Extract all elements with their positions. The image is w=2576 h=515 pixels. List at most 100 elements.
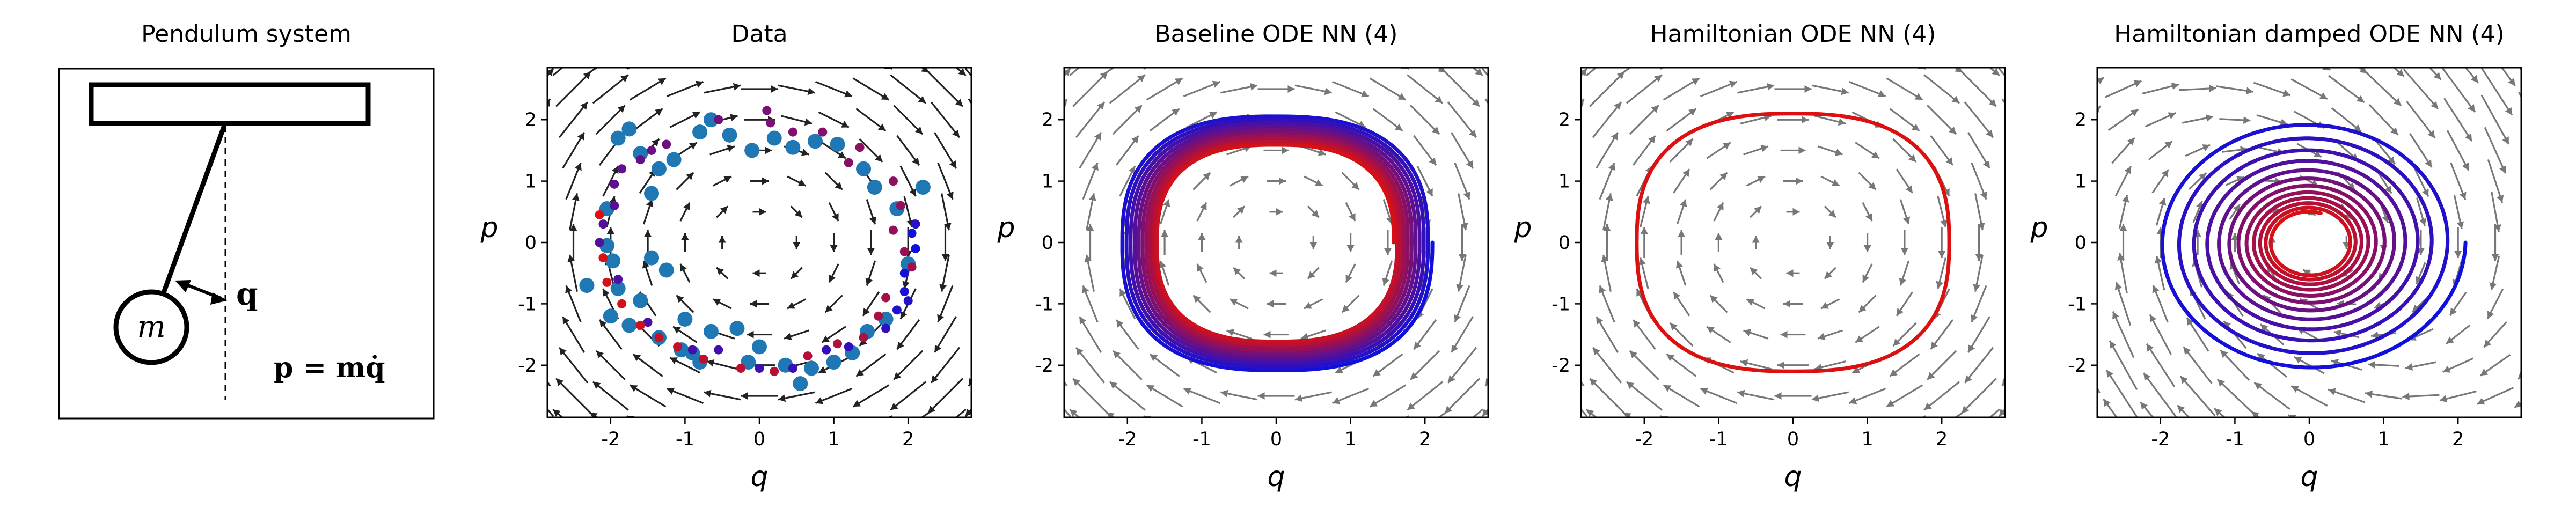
vector-arrow-head: [686, 172, 694, 180]
vector-arrow-head: [747, 330, 754, 339]
vector-arrow-head: [2319, 92, 2328, 99]
vector-arrow-head: [1614, 102, 1621, 110]
chart-title: Hamiltonian damped ODE NN (4): [2114, 20, 2505, 48]
trajectory-segment: [1642, 297, 1836, 373]
trajectory-segment: [2264, 210, 2290, 257]
observation-point: [766, 130, 782, 146]
vector-arrow-head: [1346, 245, 1355, 252]
vector-arrow-head: [832, 213, 839, 222]
vector-arrow-shaft: [2428, 68, 2442, 80]
vector-arrow-shaft: [2480, 94, 2510, 145]
vector-arrow-head: [2365, 390, 2373, 398]
vector-arrow-head: [2505, 107, 2512, 115]
vector-arrow-head: [1593, 347, 1600, 356]
vector-arrow-head: [2097, 106, 2101, 114]
vector-arrow-head: [2462, 162, 2469, 171]
vector-arrow-head: [2147, 343, 2154, 352]
vector-arrow-head: [869, 216, 877, 224]
vector-arrow-shaft: [592, 74, 629, 104]
vector-arrow-head: [752, 269, 760, 277]
y-tick-label: 1: [1558, 171, 1570, 193]
trajectory-sample-point: [907, 229, 917, 238]
observation-point: [703, 112, 719, 128]
vector-arrow-head: [553, 409, 561, 417]
vector-arrow-shaft: [1967, 132, 1990, 169]
vector-arrow-shaft: [2216, 378, 2253, 414]
vector-arrow-head: [853, 400, 861, 407]
vector-arrow-head: [793, 242, 801, 249]
vector-arrow-head: [2140, 402, 2148, 410]
vector-arrow-head: [1930, 341, 1938, 350]
chart-panel-3: -2 -1 0 1 2 -2 -1 0 1 2 Hamiltonian damped ODE NN …: [2030, 20, 2522, 493]
trajectory-segment: [2324, 160, 2407, 245]
vector-arrow-shaft: [558, 101, 589, 138]
trajectory-segment: [2244, 223, 2279, 290]
chart-panels: -2 -1 0 1 2 -2 -1 0 1 2 Data q p -2 -1 0 1 2 -2 -1 0 1 2 Baseli…: [480, 20, 2522, 493]
vector-arrow-shaft: [2443, 98, 2473, 142]
vector-arrow-head: [1868, 182, 1876, 190]
vector-arrow-head: [1988, 99, 1996, 107]
vector-arrow-shaft: [1663, 77, 1700, 101]
vector-arrow-head: [680, 263, 687, 272]
observation-point: [722, 127, 737, 143]
vector-arrow-head: [2491, 254, 2499, 261]
mass-label: m: [137, 310, 165, 344]
vector-arrow-head: [2279, 119, 2288, 126]
vector-arrow-shaft: [1596, 132, 1619, 169]
y-tick-label: 1: [2075, 171, 2087, 193]
vector-arrow-shaft: [1072, 71, 1109, 107]
trajectory-segment: [2205, 212, 2259, 319]
vector-arrow-head: [1237, 206, 1245, 214]
vector-arrow-head: [1451, 344, 1459, 353]
trajectory-sample-point: [617, 299, 627, 308]
vector-arrow-head: [1150, 354, 1158, 362]
vector-arrow-head: [1707, 326, 1715, 334]
vector-arrow-head: [1719, 172, 1728, 180]
trajectory-segment: [2412, 166, 2450, 317]
y-axis-label: p: [1513, 212, 1532, 244]
x-tick-label: -1: [1192, 429, 1211, 450]
vector-arrow-head: [865, 277, 873, 286]
y-tick-label: 0: [1042, 232, 1053, 254]
trajectory-sample-point: [881, 293, 891, 303]
trajectory-sample-point: [598, 253, 608, 263]
vector-arrow-head: [825, 305, 833, 313]
vector-arrow-head: [2353, 124, 2361, 132]
vector-arrow-head: [1163, 199, 1170, 208]
vector-arrow-head: [2454, 251, 2462, 258]
vector-arrow-head: [1199, 202, 1207, 211]
vector-arrow-head: [1900, 248, 1908, 255]
trajectory-segment: [2236, 191, 2277, 264]
vector-arrow-head: [1893, 338, 1901, 347]
vector-arrow-head: [2291, 386, 2300, 393]
vector-arrow-head: [556, 378, 564, 386]
observation-point: [651, 161, 667, 176]
vector-arrow-head: [1324, 87, 1332, 95]
trajectory-segment: [2315, 240, 2358, 281]
vector-arrow-head: [2402, 393, 2410, 401]
trajectory-segment: [2358, 204, 2378, 279]
trajectory-sample-point: [855, 143, 865, 152]
trajectory-segment: [1307, 138, 1403, 245]
vector-arrow-head: [1973, 284, 1981, 292]
x-tick-label: 2: [1419, 429, 1431, 450]
vector-arrow-head: [1729, 80, 1737, 88]
vector-arrow-shaft: [1586, 68, 1598, 77]
trajectory-segment: [1120, 127, 1188, 300]
vector-arrow-head: [791, 271, 799, 279]
vector-arrow-head: [1710, 295, 1718, 303]
trajectory-segment: [1133, 189, 1195, 350]
vector-arrow-head: [1940, 219, 1948, 227]
vector-arrow-shaft: [2446, 130, 2470, 171]
vector-arrow-shaft: [2484, 127, 2507, 174]
vector-arrow-head: [2209, 84, 2216, 92]
vector-arrow-shaft: [2115, 282, 2132, 326]
vector-arrow-head: [958, 68, 966, 76]
vector-arrow-head: [1345, 274, 1353, 283]
vector-arrow-head: [2236, 176, 2244, 183]
vector-arrow-shaft: [1447, 101, 1477, 138]
vector-arrow-head: [801, 149, 809, 156]
vector-arrow-head: [1955, 68, 1963, 72]
vector-arrow-head: [1804, 85, 1812, 93]
trajectory-segment: [2315, 202, 2358, 245]
